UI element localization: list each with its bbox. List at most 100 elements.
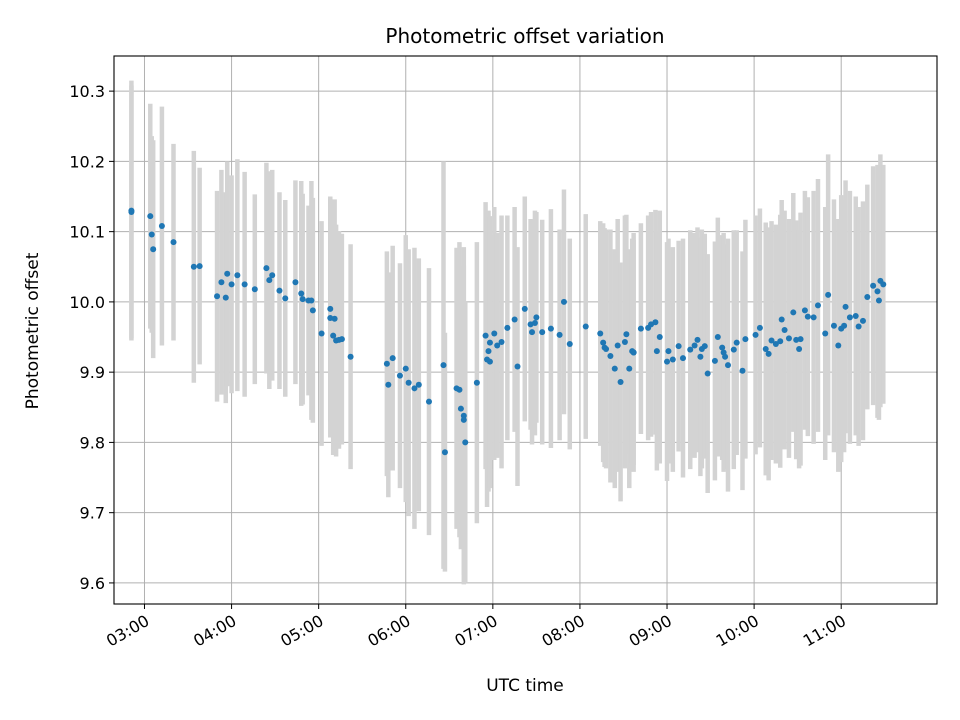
data-point	[521, 305, 528, 312]
data-point	[722, 353, 729, 360]
data-point	[778, 316, 785, 323]
data-point	[214, 293, 221, 300]
data-point	[338, 336, 345, 343]
data-point	[276, 287, 283, 294]
data-point	[739, 367, 746, 374]
data-point	[781, 327, 788, 333]
data-point	[282, 295, 289, 302]
data-point	[251, 286, 258, 293]
data-point	[547, 325, 554, 332]
data-point	[196, 263, 203, 270]
data-point	[796, 345, 803, 352]
data-point	[621, 338, 628, 345]
data-point	[611, 365, 618, 372]
data-point	[299, 296, 306, 303]
data-point	[711, 357, 718, 364]
data-point	[714, 334, 721, 341]
data-point	[859, 317, 866, 324]
data-point	[170, 239, 177, 246]
data-point	[852, 312, 859, 319]
data-point	[614, 342, 621, 349]
plot-frame	[113, 55, 938, 605]
data-point	[835, 342, 842, 349]
data-point	[383, 360, 390, 367]
data-point	[327, 305, 334, 312]
data-point	[582, 323, 589, 330]
data-point	[396, 372, 403, 379]
data-point	[814, 302, 821, 309]
data-point	[790, 309, 797, 316]
data-point	[491, 330, 498, 337]
data-point	[697, 353, 704, 360]
data-point	[607, 352, 614, 359]
data-point	[560, 298, 567, 305]
y-tick-label: 10.0	[69, 293, 105, 312]
data-point	[597, 330, 604, 337]
data-point	[772, 341, 779, 348]
y-tick-label: 9.6	[80, 574, 105, 593]
data-point	[460, 416, 467, 423]
data-point	[486, 339, 493, 346]
data-point	[870, 282, 877, 289]
data-point	[623, 331, 630, 338]
data-point	[566, 341, 573, 348]
data-point	[222, 294, 229, 301]
data-points	[128, 207, 887, 456]
data-point	[318, 330, 325, 337]
data-point	[402, 365, 409, 372]
data-point	[457, 405, 464, 412]
y-tick-label: 9.8	[80, 433, 105, 452]
y-axis-label: Photometric offset	[23, 252, 43, 409]
y-tick-label: 10.3	[69, 82, 105, 101]
data-point	[704, 370, 711, 377]
data-point	[691, 342, 698, 349]
data-point	[529, 329, 536, 336]
data-point	[719, 344, 726, 351]
data-point	[669, 356, 676, 363]
data-point	[679, 355, 686, 362]
data-point	[785, 335, 792, 342]
data-point	[456, 386, 463, 393]
x-axis-label: UTC time	[486, 676, 564, 696]
data-point	[269, 272, 276, 279]
data-point	[308, 297, 315, 304]
data-point	[855, 323, 862, 330]
data-point	[158, 223, 165, 230]
data-point	[234, 272, 241, 279]
data-point	[626, 365, 633, 372]
data-point	[190, 263, 197, 270]
data-point	[347, 353, 354, 360]
data-point	[600, 339, 607, 346]
data-point	[846, 314, 853, 321]
data-point	[266, 277, 273, 284]
data-point	[128, 208, 135, 215]
data-point	[694, 336, 701, 343]
data-point	[218, 279, 225, 286]
data-point	[841, 322, 848, 329]
data-point	[309, 307, 316, 314]
data-point	[224, 270, 231, 277]
data-point	[804, 313, 811, 320]
data-point	[389, 355, 396, 362]
data-point	[768, 337, 775, 344]
data-point	[228, 281, 235, 288]
data-point	[765, 350, 772, 357]
data-point	[777, 338, 784, 345]
data-point	[653, 348, 660, 355]
data-point	[664, 358, 671, 365]
data-point	[292, 279, 299, 286]
data-point	[730, 346, 737, 353]
data-point	[797, 336, 804, 343]
data-point	[637, 325, 644, 332]
data-point	[756, 324, 763, 331]
data-point	[687, 346, 694, 353]
data-point	[504, 324, 511, 331]
data-point	[733, 339, 740, 346]
data-point	[482, 332, 489, 339]
data-point	[298, 290, 305, 297]
y-tick-label: 10.1	[69, 223, 105, 242]
data-point	[822, 330, 829, 337]
data-point	[830, 322, 837, 329]
data-point	[462, 439, 469, 446]
data-point	[485, 348, 492, 355]
